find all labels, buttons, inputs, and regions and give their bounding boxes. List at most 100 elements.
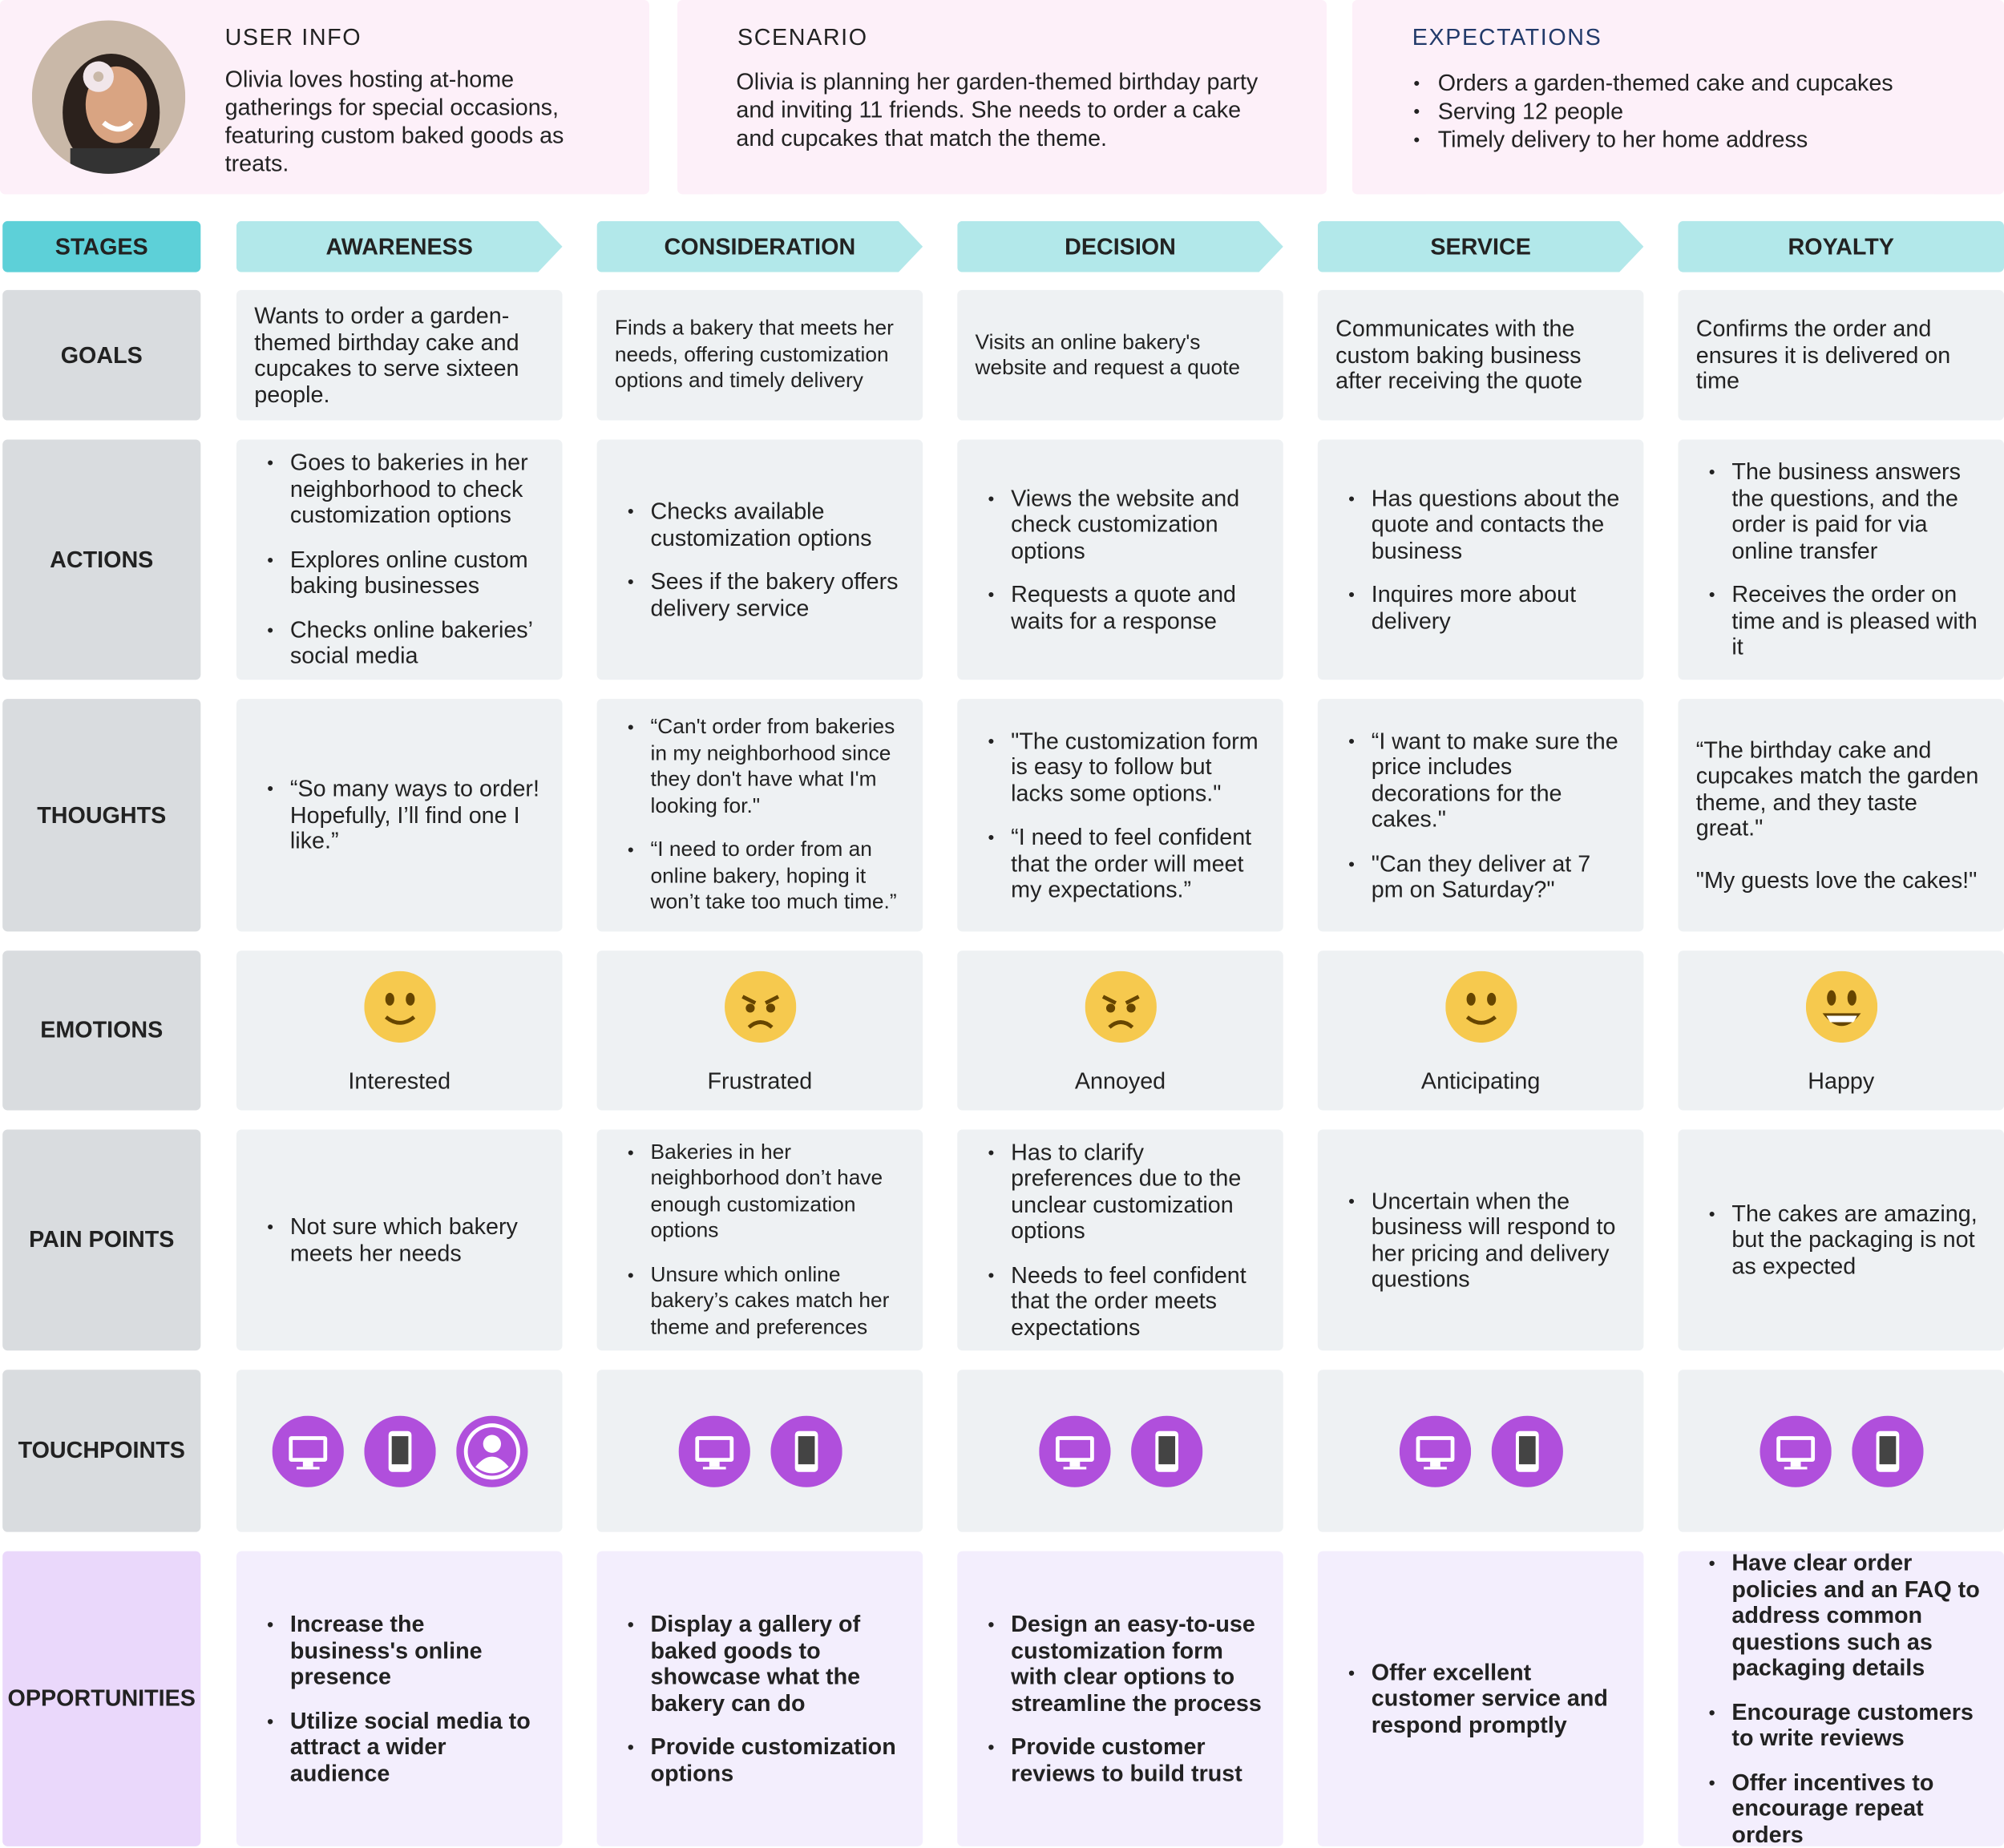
bullet-item: Unsure which online bakery’s cakes match… bbox=[628, 1262, 905, 1341]
stage-cell: Communicates with the custom baking busi… bbox=[1317, 289, 1644, 421]
cell-text: Visits an online bakery's website and re… bbox=[975, 330, 1241, 380]
expectations-card: EXPECTATIONS • Orders a garden-themed cak… bbox=[1351, 0, 2004, 195]
bullet-item: Needs to feel confident that the order m… bbox=[988, 1262, 1265, 1341]
stage-cell: Frustrated bbox=[596, 950, 923, 1111]
stage-cell: Confirms the order and ensures it is del… bbox=[1678, 289, 2004, 421]
bullet-item: Has questions about the quote and contac… bbox=[1348, 485, 1626, 563]
avatar bbox=[31, 20, 186, 174]
stage-header: ROYALTY bbox=[1678, 220, 2004, 272]
bullet-list: Not sure which bakery meets her needs bbox=[254, 1214, 544, 1266]
touchpoint-icon bbox=[363, 1414, 435, 1487]
touchpoint-icon bbox=[1851, 1414, 1923, 1487]
stage-cell: Display a gallery of baked goods to show… bbox=[596, 1551, 923, 1846]
stage-cell: “So many ways to order! Hopefully, I’ll … bbox=[236, 699, 563, 932]
bullet: • bbox=[1413, 100, 1420, 122]
cell-text: Confirms the order and ensures it is del… bbox=[1695, 316, 1951, 394]
bullet-item: Receives the order on time and is please… bbox=[1709, 582, 1986, 660]
card-text: Olivia loves hosting at-home gatherings … bbox=[224, 66, 564, 177]
cell-text: “The birthday cake and cupcakes match th… bbox=[1695, 736, 1979, 841]
bullet-item: Provide customer reviews to build trust bbox=[988, 1734, 1265, 1786]
bullet-list: Goes to bakeries in her neighborhood to … bbox=[254, 450, 544, 669]
row-label: OPPORTUNITIES bbox=[2, 1551, 201, 1846]
stage-cell bbox=[596, 1370, 923, 1532]
stage-cell: “Can't order from bakeries in my neighbo… bbox=[596, 699, 923, 932]
bullet-item: Not sure which bakery meets her needs bbox=[267, 1214, 544, 1266]
cell-text: Anticipating bbox=[1420, 1067, 1541, 1094]
emoji bbox=[724, 970, 796, 1043]
cell-text: Annoyed bbox=[1074, 1067, 1166, 1094]
stage-cell: Design an easy-to-use customization form… bbox=[957, 1551, 1283, 1846]
stage-cell: Interested bbox=[236, 950, 563, 1111]
stage-cell: The cakes are amazing, but the packaging… bbox=[1678, 1129, 2004, 1351]
bullet-item: Checks available customization options bbox=[628, 498, 905, 551]
stage-cell: Bakeries in her neighborhood don’t have … bbox=[596, 1129, 923, 1351]
bullet-item: “So many ways to order! Hopefully, I’ll … bbox=[267, 776, 544, 854]
touchpoint-icon bbox=[1130, 1414, 1202, 1487]
cell-text: Happy bbox=[1808, 1067, 1875, 1094]
bullet-list: Display a gallery of baked goods to show… bbox=[615, 1612, 905, 1786]
stage-cell: Finds a bakery that meets her needs, off… bbox=[596, 289, 923, 421]
bullet-list: Bakeries in her neighborhood don’t have … bbox=[615, 1140, 905, 1341]
bullet-item: Provide customization options bbox=[628, 1734, 905, 1786]
stage-cell: Anticipating bbox=[1317, 950, 1644, 1111]
bullet-item: Views the website and check customizatio… bbox=[988, 485, 1265, 563]
touchpoint-icon bbox=[271, 1414, 344, 1487]
bullet-item: Offer excellent customer service and res… bbox=[1348, 1660, 1626, 1738]
stage-cell: The business answers the questions, and … bbox=[1678, 439, 2004, 680]
bullet-item: “I need to order from an online bakery, … bbox=[628, 837, 905, 916]
expectation-list: • Orders a garden-themed cake and cupcake… bbox=[1413, 69, 1976, 153]
emoji bbox=[1805, 970, 1877, 1043]
bullet-item: Sees if the bakery offers delivery servi… bbox=[628, 569, 905, 621]
bullet-item: Encourage customers to write reviews bbox=[1709, 1699, 1986, 1751]
stage-cell: Not sure which bakery meets her needs bbox=[236, 1129, 563, 1351]
bullet-item: Have clear order policies and an FAQ to … bbox=[1709, 1550, 1986, 1681]
stage-cell: Checks available customization options Se… bbox=[596, 439, 923, 680]
cell-text: Finds a bakery that meets her needs, off… bbox=[614, 317, 894, 393]
bullet-list: “I want to make sure the price includes … bbox=[1335, 728, 1626, 902]
row-label: TOUCHPOINTS bbox=[2, 1370, 201, 1532]
expectation-item: • Timely delivery to her home address bbox=[1413, 125, 1976, 153]
bullet-item: “Can't order from bakeries in my neighbo… bbox=[628, 715, 905, 820]
cell-text: Interested bbox=[348, 1067, 451, 1094]
stage-cell: Increase the business's online presence U… bbox=[236, 1551, 563, 1846]
bullet-item: “I want to make sure the price includes … bbox=[1348, 728, 1626, 833]
stage-cell: Views the website and check customizatio… bbox=[957, 439, 1283, 680]
bullet: • bbox=[1413, 72, 1420, 94]
stage-cell bbox=[1317, 1370, 1644, 1532]
bullet-list: The business answers the questions, and … bbox=[1696, 459, 1986, 660]
scenario-card: SCENARIO Olivia is planning her garden-t… bbox=[677, 0, 1327, 195]
bullet: • bbox=[1413, 129, 1420, 150]
touchpoint-icon bbox=[770, 1414, 842, 1487]
card-text: Olivia is planning her garden-themed bir… bbox=[736, 69, 1259, 151]
cell-text: "My guests love the cakes!" bbox=[1695, 867, 1978, 894]
row-label: PAIN POINTS bbox=[2, 1129, 201, 1351]
stage-cell: Has to clarify preferences due to the un… bbox=[957, 1129, 1283, 1351]
stage-cell bbox=[236, 1370, 563, 1532]
bullet-list: Has questions about the quote and contac… bbox=[1335, 485, 1626, 634]
bullet-item: Offer incentives to encourage repeat ord… bbox=[1709, 1769, 1986, 1847]
card-title: SCENARIO bbox=[737, 24, 868, 50]
emoji bbox=[1084, 970, 1157, 1043]
emoji bbox=[363, 970, 435, 1043]
stage-cell: “The birthday cake and cupcakes match th… bbox=[1678, 699, 2004, 932]
stage-cell: Happy bbox=[1678, 950, 2004, 1111]
expectation-item: • Orders a garden-themed cake and cupcake… bbox=[1413, 69, 1976, 97]
bullet-list: The cakes are amazing, but the packaging… bbox=[1696, 1200, 1986, 1279]
bullet-item: Explores online custom baking businesses bbox=[267, 547, 544, 599]
cell-text: Frustrated bbox=[707, 1067, 813, 1094]
emoji bbox=[1444, 970, 1517, 1043]
bullet-item: Has to clarify preferences due to the un… bbox=[988, 1140, 1265, 1245]
expectation-text: Serving 12 people bbox=[1437, 98, 1624, 124]
expectation-text: Timely delivery to her home address bbox=[1437, 126, 1808, 152]
bullet-item: Display a gallery of baked goods to show… bbox=[628, 1612, 905, 1717]
touchpoint-icon bbox=[1399, 1414, 1471, 1487]
bullet-item: The business answers the questions, and … bbox=[1709, 459, 1986, 564]
row-label: EMOTIONS bbox=[2, 950, 201, 1111]
bullet-list: "The customization form is easy to follo… bbox=[976, 728, 1266, 902]
bullet-list: Has to clarify preferences due to the un… bbox=[976, 1140, 1266, 1341]
stage-cell: Visits an online bakery's website and re… bbox=[957, 289, 1283, 421]
bullet-item: Bakeries in her neighborhood don’t have … bbox=[628, 1140, 905, 1245]
bullet-item: Requests a quote and waits for a respons… bbox=[988, 582, 1265, 634]
bullet-item: Inquires more about delivery bbox=[1348, 582, 1626, 634]
